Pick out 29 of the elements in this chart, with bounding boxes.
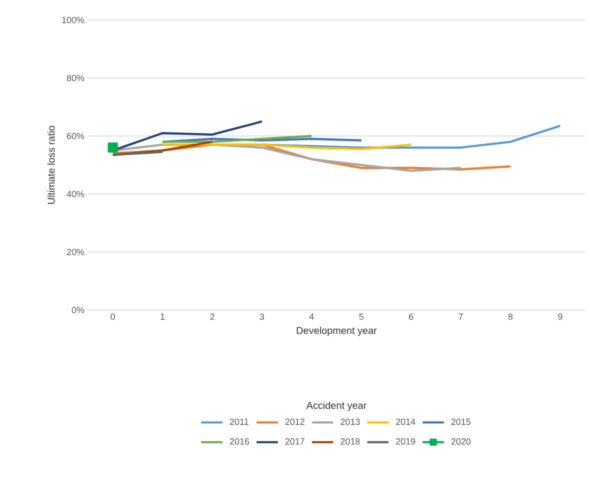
x-tick-label: 8 [508,314,513,320]
legend-label: 2016 [230,438,250,445]
legend-label: 2013 [340,418,360,425]
y-axis-title: Ultimate loss ratio [47,126,55,204]
legend-label: 2020 [451,438,471,445]
legend-label: 2011 [230,418,248,425]
legend-label: 2014 [396,418,416,425]
y-tick-label: 100% [62,16,84,24]
x-tick-label: 2 [210,314,214,320]
y-tick-label: 80% [66,74,84,82]
x-tick-label: 3 [260,314,264,320]
legend-label: 2017 [285,438,304,445]
y-tick-label: 60% [66,132,84,140]
y-tick-label: 0% [72,306,84,314]
legend-label: 2012 [285,418,304,425]
x-tick-label: 0 [110,314,115,320]
legend-label: 2019 [396,438,416,445]
legend-label: 2018 [340,438,360,445]
x-tick-label: 4 [309,314,314,320]
x-tick-label: 9 [558,314,562,320]
y-tick-label: 40% [66,190,84,198]
y-tick-label: 20% [66,248,84,256]
legend-label: 2015 [451,418,471,425]
x-tick-label: 7 [458,314,463,320]
x-axis-title: Development year [296,326,377,336]
x-tick-label: 5 [359,314,364,320]
x-tick-label: 6 [409,314,414,320]
x-tick-label: 1 [160,314,165,320]
legend-title: Accident year [306,402,366,411]
